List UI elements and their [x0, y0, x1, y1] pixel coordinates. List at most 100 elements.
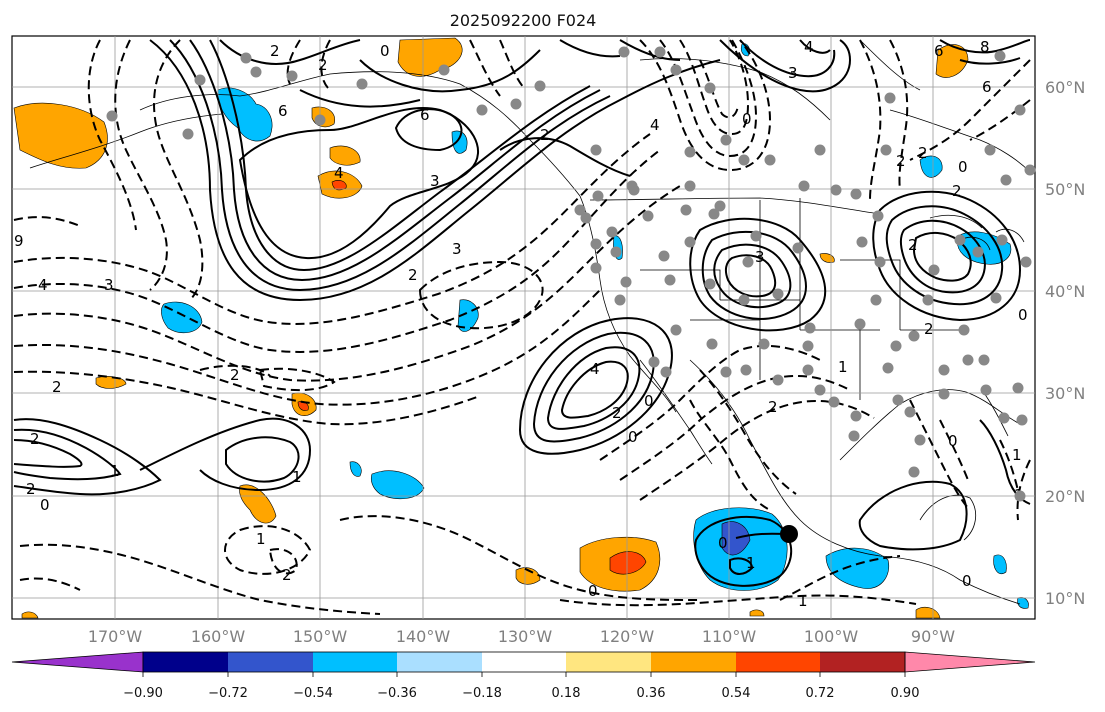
- station-dot: [590, 144, 602, 156]
- orange-patch-10: [749, 609, 765, 617]
- contour-label: 0: [948, 432, 958, 450]
- lon-label-90w: 90°W: [911, 627, 955, 646]
- lon-label-130w: 130°W: [498, 627, 553, 646]
- station-dot: [738, 154, 750, 166]
- station-dot: [880, 144, 892, 156]
- station-dot: [738, 294, 750, 306]
- station-dots: [106, 46, 1036, 502]
- station-dot: [814, 384, 826, 396]
- blue-patch-10: [919, 155, 943, 178]
- station-dot: [828, 396, 840, 408]
- lat-label-30n: 30°N: [1045, 384, 1085, 403]
- station-dot: [742, 256, 754, 268]
- contour-label: 4: [804, 38, 814, 56]
- contour-label: 0: [1018, 306, 1028, 324]
- colorbar-swatch: [651, 652, 736, 672]
- contour-label: 2: [26, 480, 36, 498]
- station-dot: [194, 74, 206, 86]
- orange-patch-8: [515, 567, 541, 585]
- station-dot: [182, 128, 194, 140]
- station-dot: [670, 64, 682, 76]
- station-dot: [914, 434, 926, 446]
- red-patch-1: [331, 180, 347, 191]
- colorbar-tick-label: −0.36: [377, 686, 417, 701]
- station-dot: [848, 430, 860, 442]
- station-dot: [714, 200, 726, 212]
- station-dot: [938, 388, 950, 400]
- station-dot: [854, 318, 866, 330]
- us-west-coast: [579, 195, 677, 413]
- station-dot: [654, 46, 666, 58]
- station-dot: [574, 204, 586, 216]
- colorbar-swatch: [313, 652, 397, 672]
- station-dot: [874, 256, 886, 268]
- contour-label: 1: [838, 358, 848, 376]
- station-dot: [628, 184, 640, 196]
- station-dot: [240, 52, 252, 64]
- contour-label: 0: [644, 392, 654, 410]
- colorbar-tick-label: −0.54: [293, 686, 333, 701]
- lon-label-140w: 140°W: [396, 627, 451, 646]
- station-dot: [1014, 490, 1026, 502]
- station-dot: [850, 188, 862, 200]
- station-dot: [758, 338, 770, 350]
- station-dot: [1014, 104, 1026, 116]
- contour-label: 0: [380, 42, 390, 60]
- station-dot: [670, 324, 682, 336]
- contour-label: 0: [742, 110, 752, 128]
- shaded-anomalies: [13, 37, 1029, 619]
- contour-label: 2: [408, 266, 418, 284]
- contour-label: 2: [908, 236, 918, 254]
- contour-label: 2: [282, 566, 292, 584]
- contour-label: 0: [962, 572, 972, 590]
- colorbar-frame: [142, 651, 906, 673]
- station-dot: [592, 190, 604, 202]
- colorbar-swatch: [736, 652, 820, 672]
- station-dot: [1016, 414, 1028, 426]
- contour-label: 2: [768, 398, 778, 416]
- figure-title: 2025092200 F024: [450, 11, 597, 30]
- station-dot: [684, 146, 696, 158]
- station-dot: [1020, 256, 1032, 268]
- station-dot: [884, 92, 896, 104]
- colorbar-ticks: [142, 672, 906, 677]
- station-dot: [764, 154, 776, 166]
- lon-label-110w: 110°W: [702, 627, 757, 646]
- station-dot: [882, 362, 894, 374]
- station-dot: [606, 226, 618, 238]
- black-dot-marker: [780, 525, 798, 543]
- contour-label: 9: [14, 232, 24, 250]
- lat-label-50n: 50°N: [1045, 180, 1085, 199]
- station-dot: [928, 264, 940, 276]
- station-dot: [802, 364, 814, 376]
- orange-patch-6: [239, 484, 277, 524]
- contour-label: 8: [980, 38, 990, 56]
- contour-label: 1: [1012, 446, 1022, 464]
- solid-contours: [13, 39, 1031, 587]
- contour-label: 2: [896, 152, 906, 170]
- colorbar-swatch: [566, 652, 651, 672]
- contour-label: 3: [104, 276, 114, 294]
- station-dot: [590, 262, 602, 274]
- contour-label: 2: [924, 320, 934, 338]
- orange-patch-1: [329, 145, 361, 166]
- station-dot: [704, 82, 716, 94]
- contour-label: 4: [590, 360, 600, 378]
- station-dot: [890, 340, 902, 352]
- station-dot: [814, 144, 826, 156]
- station-dot: [1012, 382, 1024, 394]
- contour-label: 1: [798, 592, 808, 610]
- contour-label: 4: [650, 116, 660, 134]
- colorbar-tick-label: 0.18: [552, 686, 581, 701]
- contour-label: 3: [755, 248, 765, 266]
- mexico-coast: [689, 359, 1021, 605]
- colorbar-tick-label: −0.18: [462, 686, 502, 701]
- station-dot: [872, 210, 884, 222]
- station-dot: [720, 366, 732, 378]
- station-dot: [708, 208, 720, 220]
- colorbar-swatch: [143, 652, 228, 672]
- contour-label: 6: [982, 78, 992, 96]
- station-dot: [648, 356, 660, 368]
- contour-label: 4: [334, 164, 344, 182]
- colorbar-extend-right: [904, 651, 1036, 673]
